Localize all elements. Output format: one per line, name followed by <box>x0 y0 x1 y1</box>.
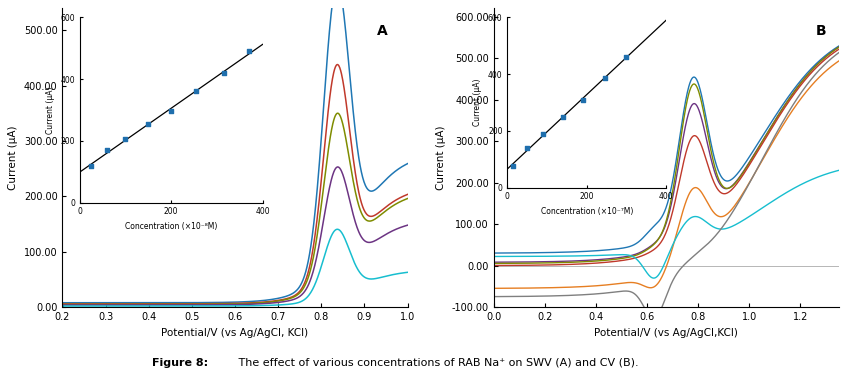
Text: B: B <box>817 24 827 38</box>
Text: A: A <box>377 24 387 38</box>
Y-axis label: Current (μA): Current (μA) <box>8 126 19 190</box>
X-axis label: Potential/V (vs Ag/AgCl,KCl): Potential/V (vs Ag/AgCl,KCl) <box>595 327 738 338</box>
X-axis label: Potential/V (vs Ag/AgCl, KCl): Potential/V (vs Ag/AgCl, KCl) <box>162 327 308 338</box>
Text: The effect of various concentrations of RAB Na⁺ on SWV (A) and CV (B).: The effect of various concentrations of … <box>235 358 639 368</box>
Text: Figure 8:: Figure 8: <box>152 358 208 368</box>
Y-axis label: Current (μA): Current (μA) <box>436 126 446 190</box>
